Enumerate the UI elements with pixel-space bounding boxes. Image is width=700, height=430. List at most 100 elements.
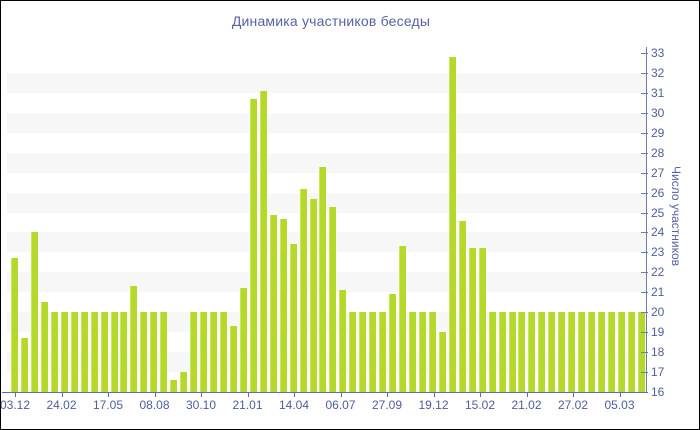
y-tick-label: 25 bbox=[651, 205, 665, 220]
chart-bar bbox=[627, 312, 635, 392]
chart-bar bbox=[120, 312, 128, 392]
x-tick-label: 06.07 bbox=[325, 398, 356, 412]
chart-bar bbox=[369, 312, 377, 392]
y-tick-label: 30 bbox=[651, 105, 665, 120]
chart-bar bbox=[259, 90, 267, 392]
y-axis-tick bbox=[641, 292, 648, 294]
chart-bar bbox=[498, 312, 506, 392]
chart-title: Динамика участников беседы bbox=[231, 13, 431, 29]
chart-bar bbox=[229, 326, 237, 392]
chart-bar bbox=[538, 312, 546, 392]
chart-bar bbox=[219, 312, 227, 392]
y-tick-label: 33 bbox=[651, 46, 665, 61]
chart-bar bbox=[518, 312, 526, 392]
x-axis-tick bbox=[201, 393, 202, 397]
x-axis-tick bbox=[61, 393, 63, 397]
y-tick-label: 22 bbox=[651, 265, 665, 280]
chart-bar bbox=[399, 246, 407, 392]
chart-bar bbox=[389, 294, 397, 392]
x-tick-label: 03.12 bbox=[0, 398, 31, 412]
x-tick-label: 30.10 bbox=[185, 398, 217, 412]
chart-bar bbox=[468, 248, 476, 392]
chart-bar bbox=[598, 312, 606, 392]
y-axis-tick bbox=[641, 212, 648, 214]
chart-bar bbox=[249, 98, 257, 392]
y-grid-band bbox=[7, 152, 646, 173]
y-grid-band bbox=[7, 192, 646, 213]
x-axis-tick bbox=[108, 393, 109, 397]
y-grid-band bbox=[7, 112, 646, 133]
x-axis-tick bbox=[387, 393, 388, 397]
y-axis-title: Число участников bbox=[669, 166, 683, 267]
chart-bar bbox=[379, 312, 387, 392]
chart-bar bbox=[578, 312, 586, 392]
x-tick-label: 19.12 bbox=[418, 398, 449, 412]
chart-bar bbox=[90, 312, 98, 392]
x-tick-label: 24.02 bbox=[46, 398, 77, 412]
chart-bar bbox=[210, 312, 217, 392]
chart-bar bbox=[279, 218, 287, 392]
chart-bar bbox=[309, 198, 317, 392]
y-grid-band bbox=[7, 232, 646, 253]
x-tick-label: 27.09 bbox=[371, 398, 403, 412]
y-tick-label: 21 bbox=[651, 285, 665, 300]
chart-bar bbox=[617, 312, 625, 392]
x-tick-label: 27.02 bbox=[557, 398, 589, 412]
y-tick-label: 17 bbox=[651, 365, 665, 380]
chart-bar bbox=[200, 312, 208, 392]
y-tick-label: 20 bbox=[651, 305, 665, 320]
chart-bar bbox=[70, 312, 78, 392]
x-axis-tick bbox=[247, 393, 249, 397]
y-axis-tick bbox=[641, 132, 648, 134]
x-axis-tick bbox=[573, 393, 574, 397]
y-axis-tick bbox=[641, 192, 648, 194]
y-tick-label: 26 bbox=[651, 185, 665, 200]
y-axis-line bbox=[646, 47, 647, 393]
chart-bar bbox=[20, 338, 28, 392]
x-axis-tick bbox=[340, 393, 342, 397]
y-axis-tick bbox=[641, 232, 648, 234]
chart-bar bbox=[548, 312, 556, 392]
y-axis-tick bbox=[641, 172, 648, 174]
y-tick-label: 18 bbox=[651, 345, 665, 360]
x-axis-tick bbox=[480, 393, 481, 397]
chart-bar bbox=[140, 312, 148, 392]
chart-bar bbox=[438, 332, 446, 392]
chart-bar bbox=[50, 312, 58, 392]
y-grid-band bbox=[7, 272, 646, 293]
chart-bar bbox=[428, 312, 436, 392]
chart-bar bbox=[170, 380, 178, 392]
y-axis-tick bbox=[641, 92, 648, 94]
chart-bar bbox=[558, 312, 566, 392]
x-tick-label: 17.05 bbox=[92, 398, 124, 412]
y-axis-tick bbox=[641, 53, 648, 55]
chart-bar bbox=[349, 312, 357, 392]
x-tick-label: 08.08 bbox=[139, 398, 170, 412]
chart-bar bbox=[190, 312, 198, 392]
y-axis-tick bbox=[641, 252, 648, 254]
chart-bar bbox=[329, 206, 337, 392]
y-tick-label: 31 bbox=[651, 85, 665, 100]
x-axis-tick bbox=[433, 393, 435, 397]
chart-bar bbox=[588, 312, 596, 392]
chart-bar bbox=[289, 244, 297, 392]
y-tick-label: 32 bbox=[651, 65, 665, 80]
y-tick-label: 23 bbox=[651, 245, 665, 260]
y-axis-tick bbox=[641, 152, 648, 154]
chart-bar bbox=[448, 57, 456, 392]
x-axis-tick bbox=[526, 393, 528, 397]
chart-bar bbox=[339, 290, 347, 392]
chart-bar bbox=[160, 312, 168, 392]
y-tick-label: 24 bbox=[651, 225, 665, 240]
y-tick-label: 19 bbox=[651, 325, 665, 340]
y-axis-tick bbox=[641, 72, 648, 74]
x-tick-label: 05.03 bbox=[604, 398, 635, 412]
y-axis-tick bbox=[641, 332, 648, 334]
chart-bar bbox=[418, 312, 426, 392]
chart-bar bbox=[409, 312, 416, 392]
chart-bar bbox=[100, 312, 108, 392]
x-tick-label: 14.04 bbox=[278, 398, 310, 412]
y-grid-band bbox=[7, 72, 646, 93]
y-tick-label: 28 bbox=[651, 145, 665, 160]
chart-bar bbox=[130, 286, 138, 392]
